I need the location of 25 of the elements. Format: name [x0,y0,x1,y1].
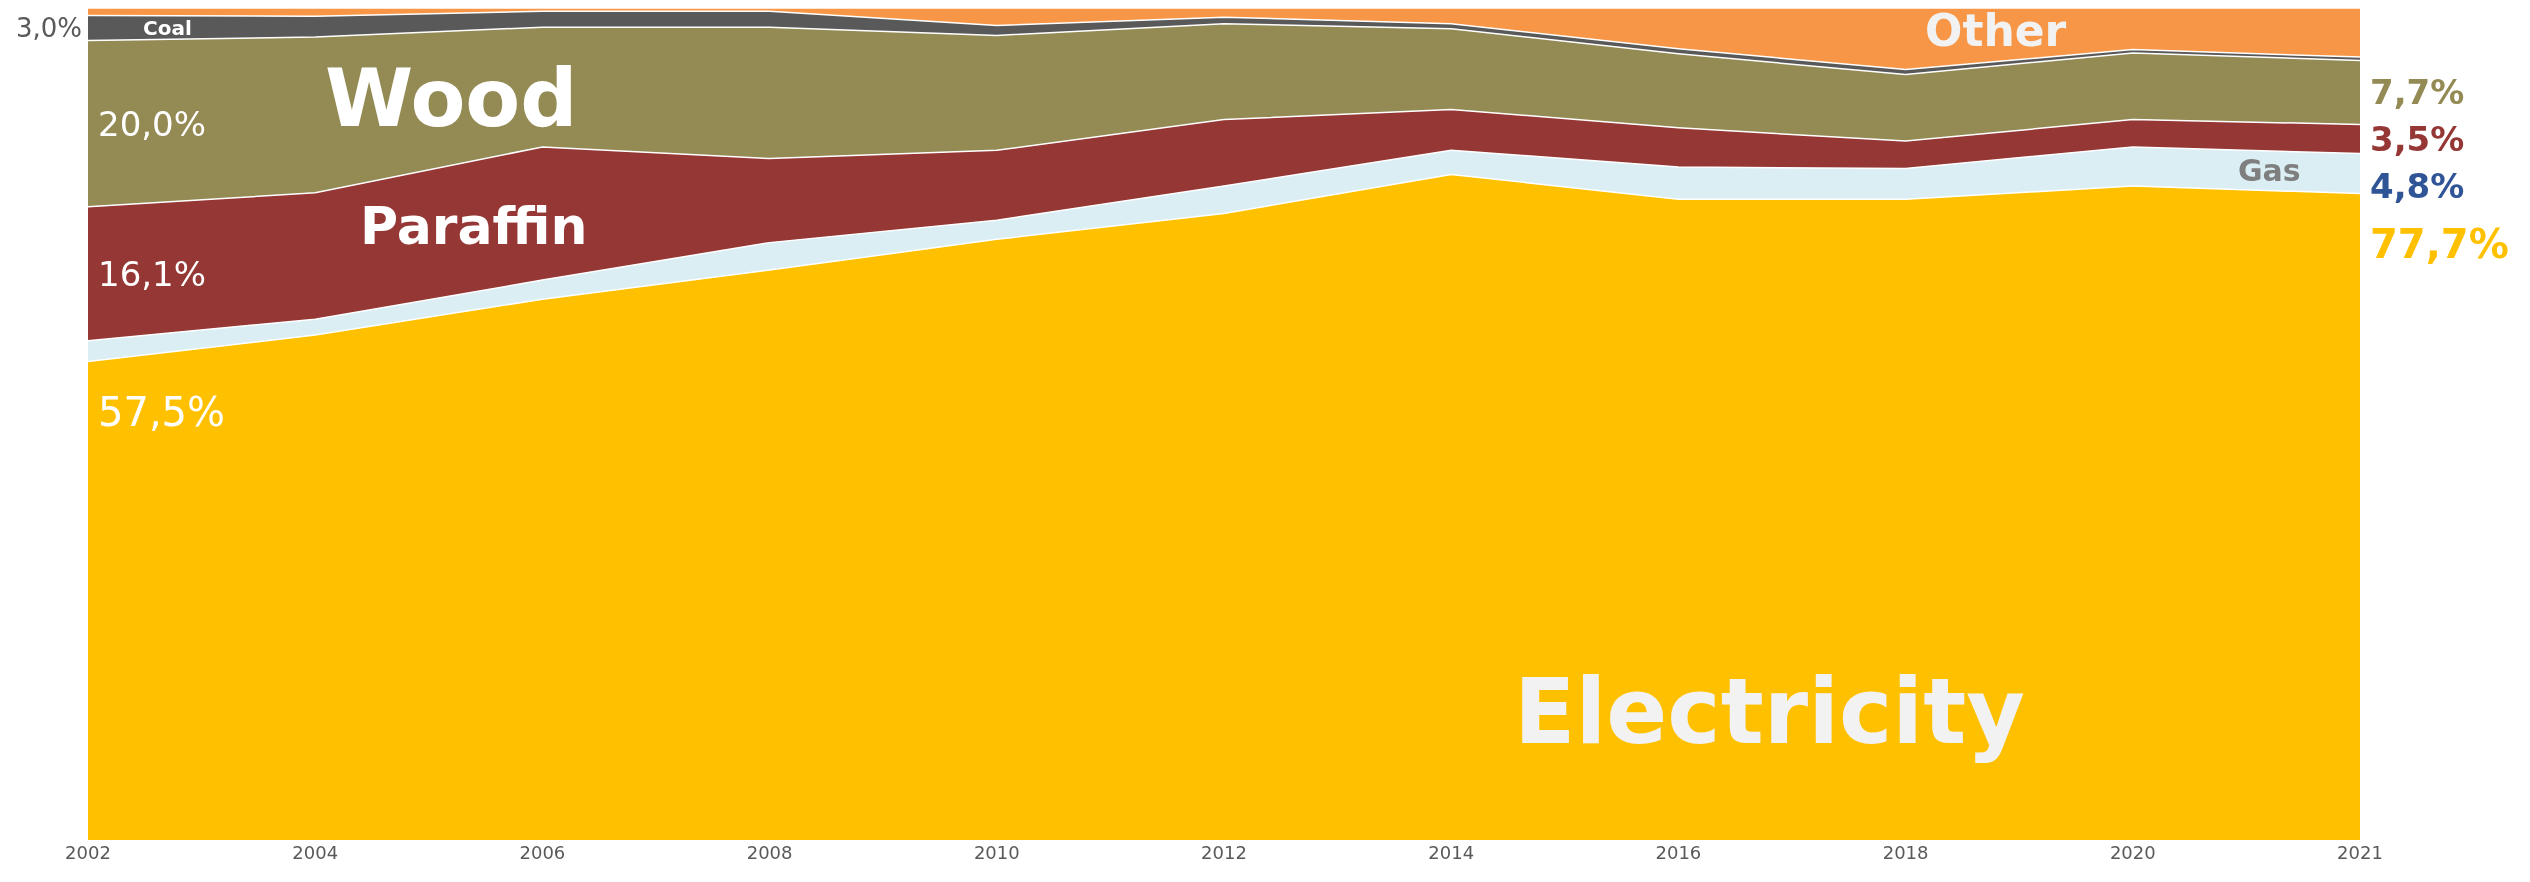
x-tick-label: 2002 [65,842,111,863]
series-label: Wood [325,52,578,145]
x-tick-label: 2014 [1428,842,1475,863]
x-tick-label: 2008 [746,842,793,863]
x-tick-label: 2012 [1201,842,1247,863]
data-label: 57,5% [98,389,226,435]
series-label: Electricity [1514,659,2025,764]
x-tick-label: 2006 [519,842,566,863]
x-tick-label: 2021 [2337,842,2383,863]
data-label: 16,1% [98,254,207,294]
data-label: 3,0% [16,13,83,43]
data-label: 4,8% [2370,166,2465,206]
series-label: Paraffin [360,196,588,256]
data-label: 77,7% [2370,221,2509,267]
data-label: 7,7% [2370,72,2465,112]
data-label: 3,5% [2370,119,2465,159]
x-tick-label: 2010 [973,842,1020,863]
x-tick-label: 2020 [2109,842,2156,863]
series-label: Gas [2238,153,2301,188]
x-tick-label: 2018 [1882,842,1929,863]
x-tick-label: 2004 [292,842,339,863]
series-label: Other [1925,5,2067,56]
data-label: 20,0% [98,104,207,144]
x-tick-label: 2016 [1655,842,1702,863]
series-label: Coal [143,16,192,40]
